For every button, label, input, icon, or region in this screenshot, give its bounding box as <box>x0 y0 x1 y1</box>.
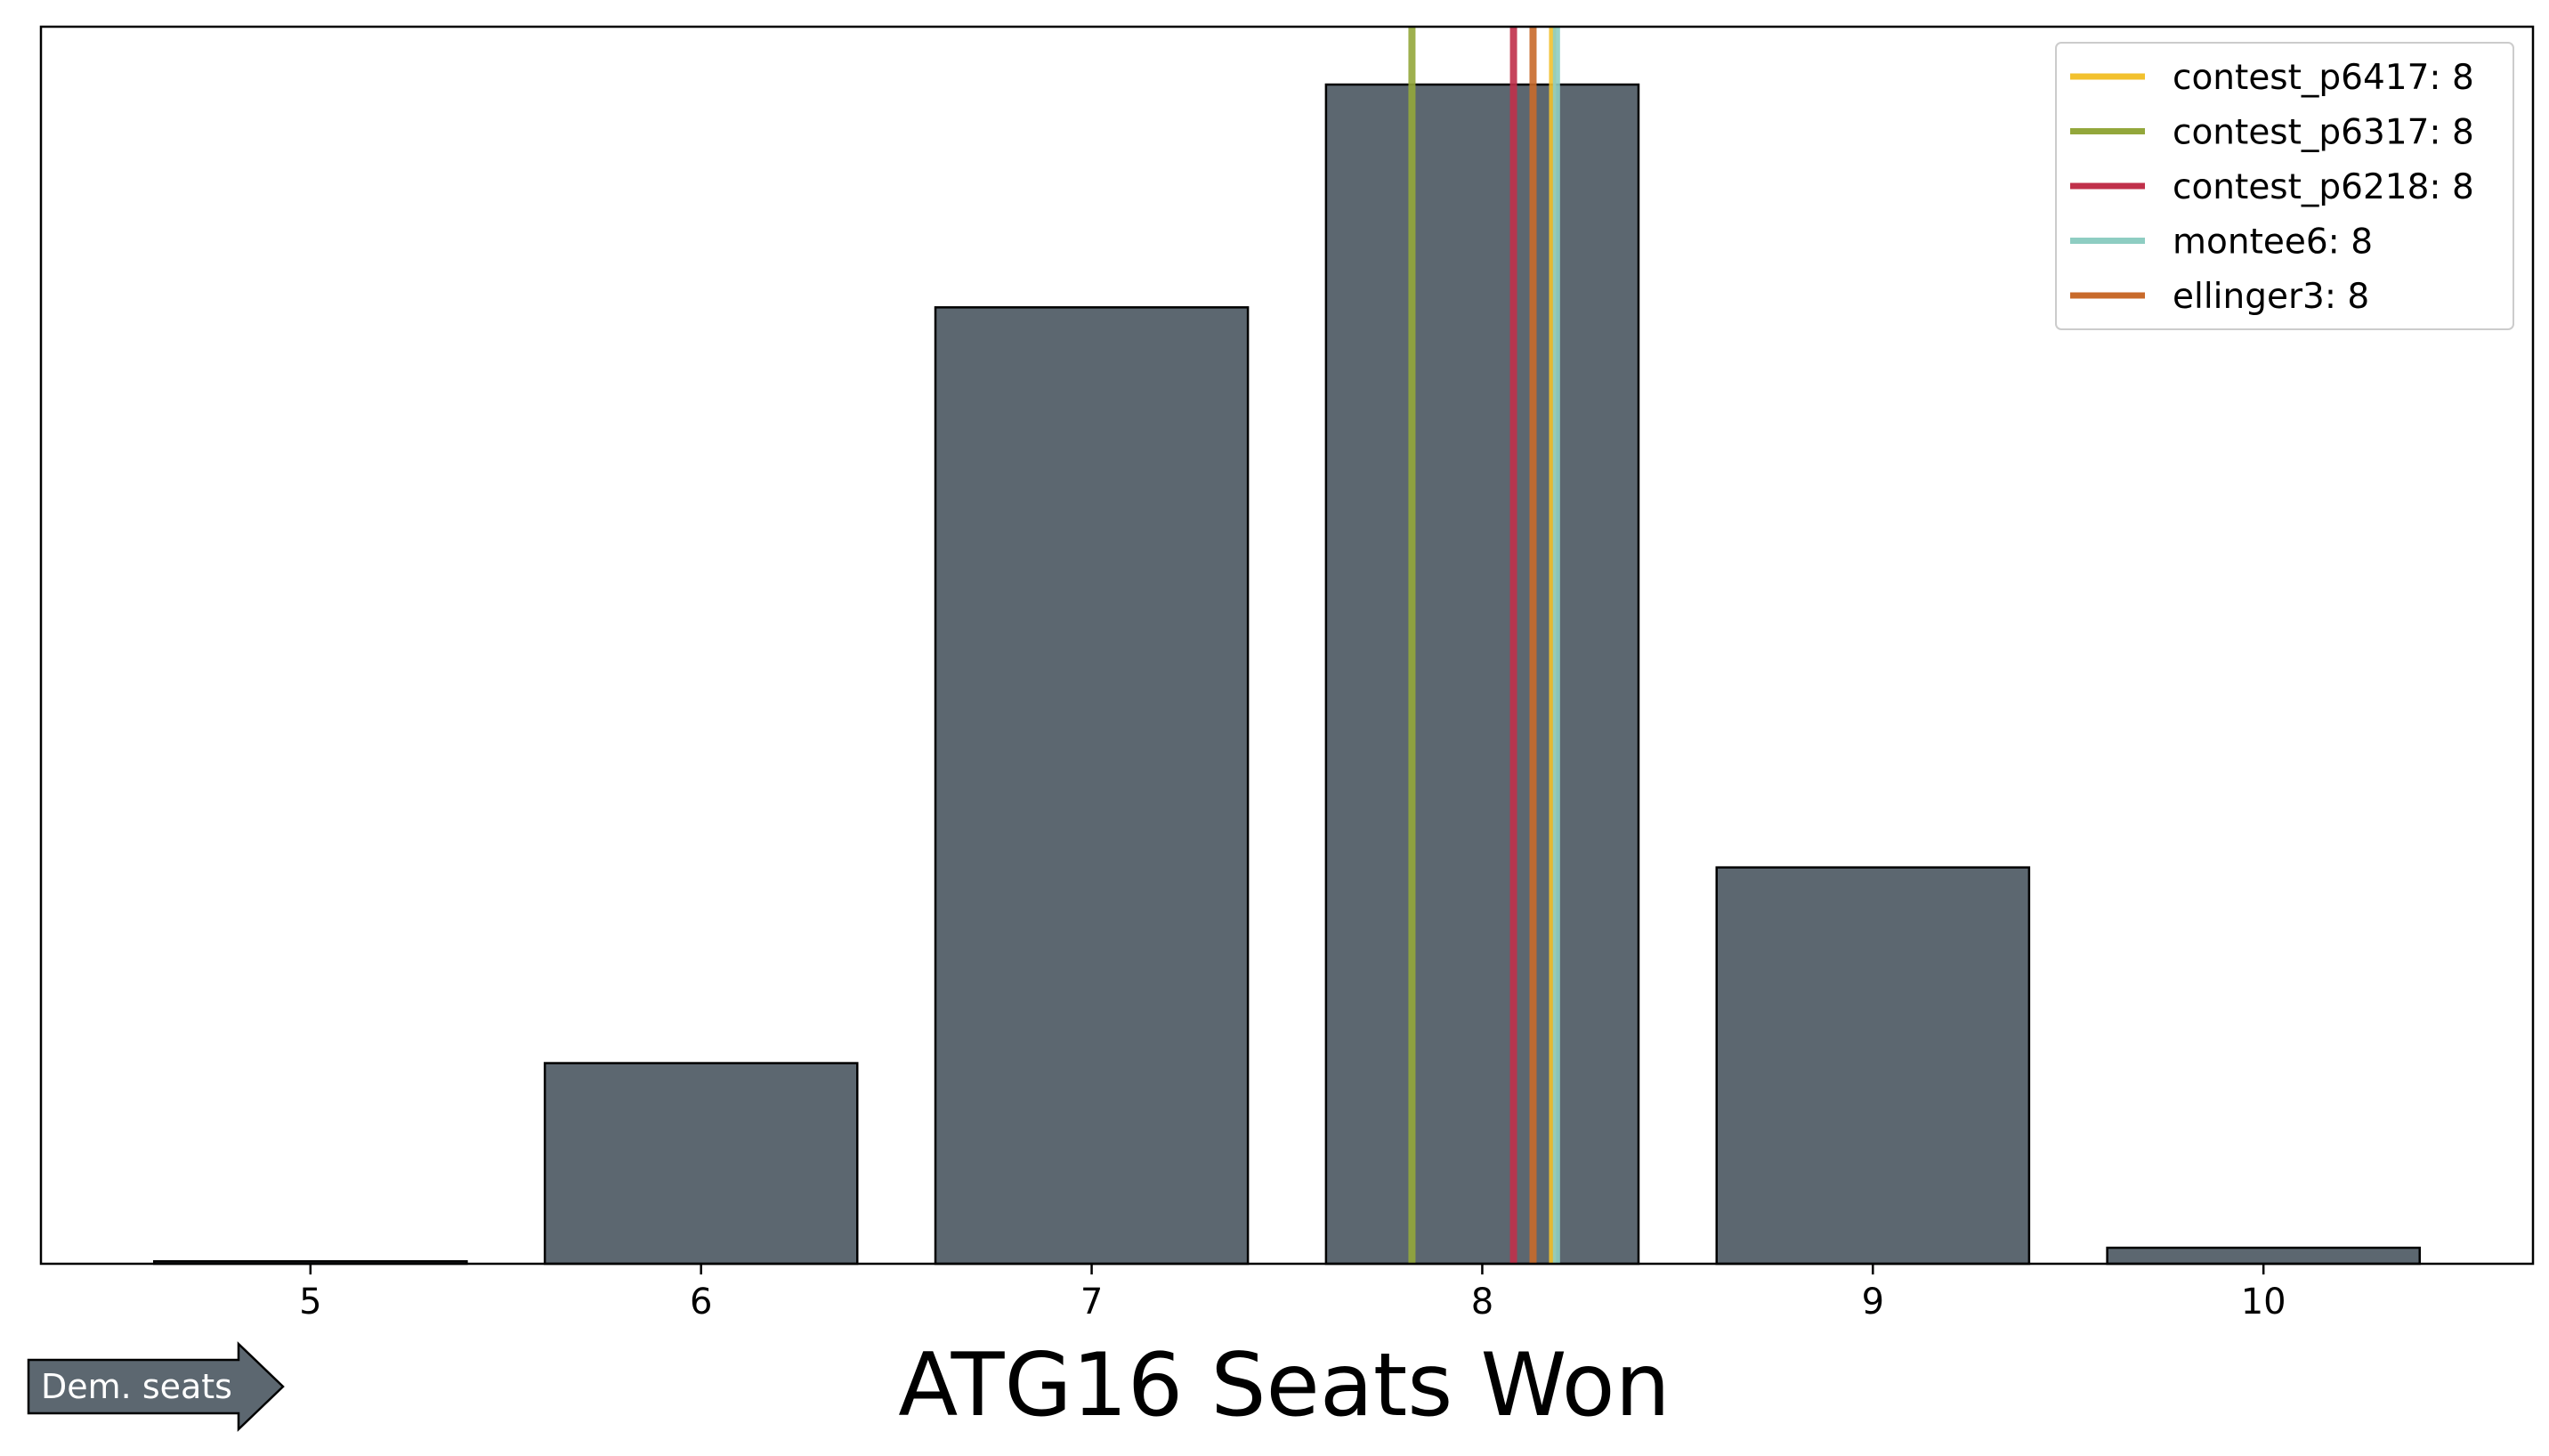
x-axis-title: ATG16 Seats Won <box>898 1335 1671 1436</box>
legend-label-1: contest_p6317: 8 <box>2173 113 2474 153</box>
x-tick-label-8: 8 <box>1471 1282 1493 1323</box>
x-tick-label-9: 9 <box>1862 1282 1884 1323</box>
x-axis-ticks: 5 6 7 8 9 10 <box>299 1264 2286 1323</box>
arrow-icon <box>27 1341 285 1432</box>
legend: contest_p6417: 8 contest_p6317: 8 contest_… <box>2055 42 2514 330</box>
bar-6 <box>543 1062 859 1266</box>
x-tick-label-5: 5 <box>299 1282 321 1323</box>
bar-8 <box>1324 83 1640 1266</box>
dem-seats-arrow: Dem. seats <box>27 1341 285 1432</box>
plot-frame <box>39 25 2535 1266</box>
legend-label-3: montee6: 8 <box>2173 222 2373 263</box>
x-tick-label-10: 10 <box>2241 1282 2286 1323</box>
legend-label-4: ellinger3: 8 <box>2173 277 2369 317</box>
x-tick-label-7: 7 <box>1080 1282 1103 1323</box>
bar-10 <box>2106 1246 2421 1266</box>
arrow-label: Dem. seats <box>41 1367 232 1406</box>
bar-7 <box>934 306 1250 1266</box>
legend-frame <box>2055 42 2514 330</box>
x-tick-label-6: 6 <box>690 1282 712 1323</box>
legend-label-0: contest_p6417: 8 <box>2173 58 2474 98</box>
bars-group <box>153 83 2421 1266</box>
reference-lines-group <box>1408 27 1560 1264</box>
bar-9 <box>1715 866 2031 1266</box>
legend-label-2: contest_p6218: 8 <box>2173 167 2474 207</box>
